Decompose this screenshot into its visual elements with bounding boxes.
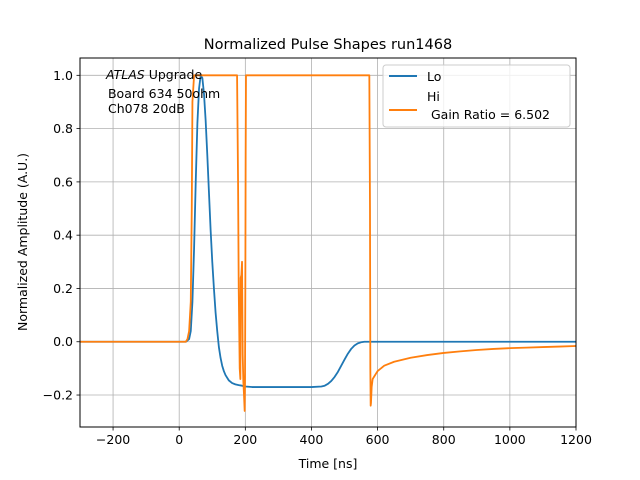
legend: Lo Hi Gain Ratio = 6.502	[382, 64, 571, 128]
y-axis-label: Normalized Amplitude (A.U.)	[15, 153, 30, 331]
annotation-upgrade: Upgrade	[145, 67, 203, 82]
x-tick-label: 800	[432, 432, 456, 447]
annotation-line-1: ATLAS Upgrade	[105, 67, 202, 82]
y-tick-label: 1.0	[53, 68, 73, 83]
x-tick-label: 200	[233, 432, 257, 447]
ticks: −200 0 200 400 600 800 1000 1200 −0.2 0.0 0.2 0.4 0.…	[43, 68, 592, 447]
y-tick-label: 0.2	[53, 281, 73, 296]
atlas-annotation: ATLAS Upgrade Board 634 50ohm Ch078 20dB	[104, 67, 220, 116]
y-tick-label: 0.6	[53, 174, 73, 189]
x-tick-label: 600	[366, 432, 390, 447]
chart-title: Normalized Pulse Shapes run1468	[204, 37, 452, 53]
legend-box	[382, 64, 571, 128]
annotation-atlas: ATLAS	[105, 67, 145, 82]
x-tick-label: 1000	[494, 432, 526, 447]
legend-label-gain-ratio: Gain Ratio = 6.502	[427, 107, 550, 122]
series-line-hi	[80, 74, 576, 412]
annotation-line-3: Ch078 20dB	[104, 101, 185, 116]
x-tick-label: −200	[96, 432, 130, 447]
series-line-lo	[80, 74, 576, 388]
x-tick-label: 0	[175, 432, 183, 447]
x-tick-label: 400	[300, 432, 324, 447]
annotation-line-2: Board 634 50ohm	[104, 86, 220, 101]
y-tick-label: −0.2	[43, 388, 73, 403]
x-tick-label: 1200	[560, 432, 592, 447]
x-axis-label: Time [ns]	[298, 456, 358, 471]
y-tick-label: 0.0	[53, 334, 73, 349]
series-layer	[80, 74, 576, 412]
legend-label-hi: Hi	[427, 89, 440, 104]
y-tick-label: 0.8	[53, 121, 73, 136]
legend-label-lo: Lo	[427, 69, 441, 84]
axes-frame	[79, 57, 577, 428]
y-tick-label: 0.4	[53, 228, 73, 243]
